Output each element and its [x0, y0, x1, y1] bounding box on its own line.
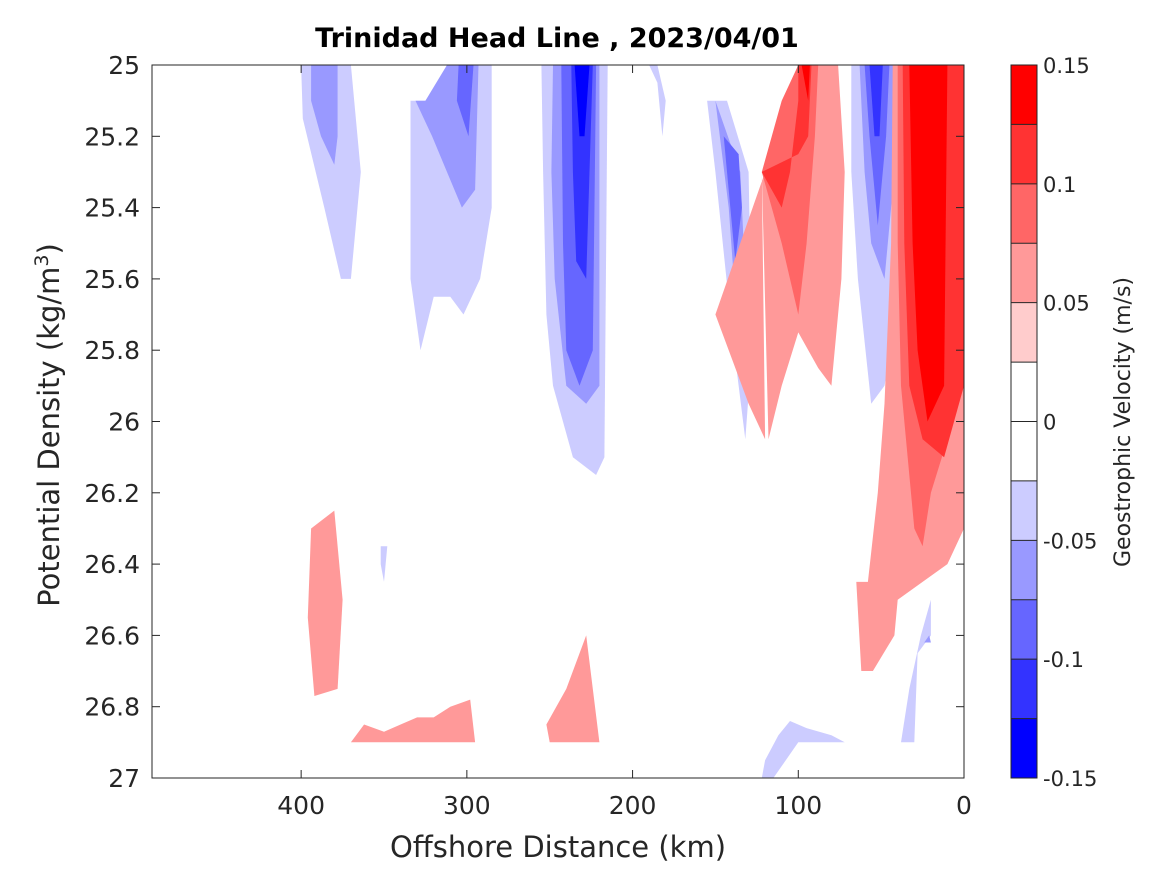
- x-tick-label: 100: [774, 791, 822, 820]
- contour-region-13: [723, 136, 742, 262]
- y-tick-label: 25.8: [84, 336, 140, 365]
- contour-region-31: [761, 721, 845, 778]
- x-tick-label: 400: [277, 791, 325, 820]
- contour-region-26: [914, 65, 945, 351]
- colorbar-tick-label: 0.05: [1043, 292, 1090, 316]
- contour-region-17: [801, 65, 810, 101]
- x-tick-label: 300: [443, 791, 491, 820]
- colorbar-segment: [1011, 718, 1037, 778]
- x-axis: 400 300 200 100 0: [277, 65, 972, 820]
- contour-region-9: [574, 65, 590, 137]
- colorbar-tick-label: 0: [1043, 411, 1056, 435]
- contour-region-1: [311, 65, 338, 165]
- contour-region-27: [307, 510, 343, 696]
- y-tick-label: 26.8: [84, 693, 140, 722]
- colorbar-segment: [1011, 540, 1037, 600]
- colorbar-segment: [1011, 183, 1037, 244]
- colorbar-segment: [1011, 302, 1037, 363]
- x-axis-label: Offshore Distance (km): [390, 830, 726, 864]
- y-tick-label: 26.4: [84, 550, 140, 579]
- colorbar-tick-label: 0.1: [1043, 173, 1076, 197]
- colorbar-segment: [1011, 480, 1037, 541]
- colorbar-segment: [1011, 124, 1037, 184]
- contour-region-0: [301, 65, 361, 279]
- contour-region-21: [869, 65, 883, 137]
- y-axis-label-superscript: 3: [31, 254, 53, 266]
- y-tick-label: 26.6: [84, 621, 140, 650]
- x-tick-label: 0: [956, 791, 972, 820]
- colorbar-tick-label: 0.15: [1043, 54, 1090, 78]
- contour-region-29: [350, 699, 476, 743]
- y-tick-label: 27: [108, 764, 140, 793]
- y-tick-label: 25.6: [84, 265, 140, 294]
- y-axis: 25 25.2 25.4 25.6 25.8 26 26.2 26.4 26.6 26.8 27: [84, 51, 964, 793]
- y-axis-label: Potential Density (kg/m3): [31, 243, 66, 607]
- y-axis-label-end: ): [32, 243, 66, 254]
- y-tick-label: 26.2: [84, 479, 140, 508]
- y-axis-label-main: Potential Density (kg/m: [32, 267, 66, 607]
- contour-fill-layer: [301, 65, 964, 778]
- contour-region-4: [456, 65, 474, 137]
- y-tick-label: 25.2: [84, 122, 140, 151]
- contour-region-20: [864, 65, 890, 226]
- colorbar-segment: [1011, 421, 1037, 481]
- contour-region-28: [380, 546, 388, 582]
- contour-region-30: [546, 635, 600, 743]
- contour-region-10: [649, 65, 666, 137]
- colorbar: 0.15 0.1 0.05 0 -0.05 -0.1 -0.15: [1010, 54, 1097, 791]
- colorbar-segment: [1011, 659, 1037, 719]
- contour-region-32: [901, 599, 931, 743]
- colorbar-segment: [1011, 362, 1037, 422]
- y-tick-label: 25: [108, 51, 140, 80]
- x-tick-label: 200: [609, 791, 657, 820]
- colorbar-tick-label: -0.05: [1043, 529, 1097, 553]
- colorbar-tick-label: -0.1: [1043, 648, 1084, 672]
- colorbar-tick-label: -0.15: [1043, 767, 1097, 791]
- y-tick-label: 26: [108, 408, 140, 437]
- colorbar-label: Geostrophic Velocity (m/s): [1111, 277, 1136, 567]
- contour-region-16: [761, 65, 812, 208]
- contour-region-8: [571, 65, 593, 279]
- chart-title: Trinidad Head Line , 2023/04/01: [315, 23, 799, 54]
- colorbar-segment: [1011, 243, 1037, 303]
- colorbar-segment: [1011, 65, 1037, 125]
- colorbar-segment: [1011, 599, 1037, 660]
- contour-region-33: [924, 635, 931, 643]
- y-tick-label: 25.4: [84, 194, 140, 223]
